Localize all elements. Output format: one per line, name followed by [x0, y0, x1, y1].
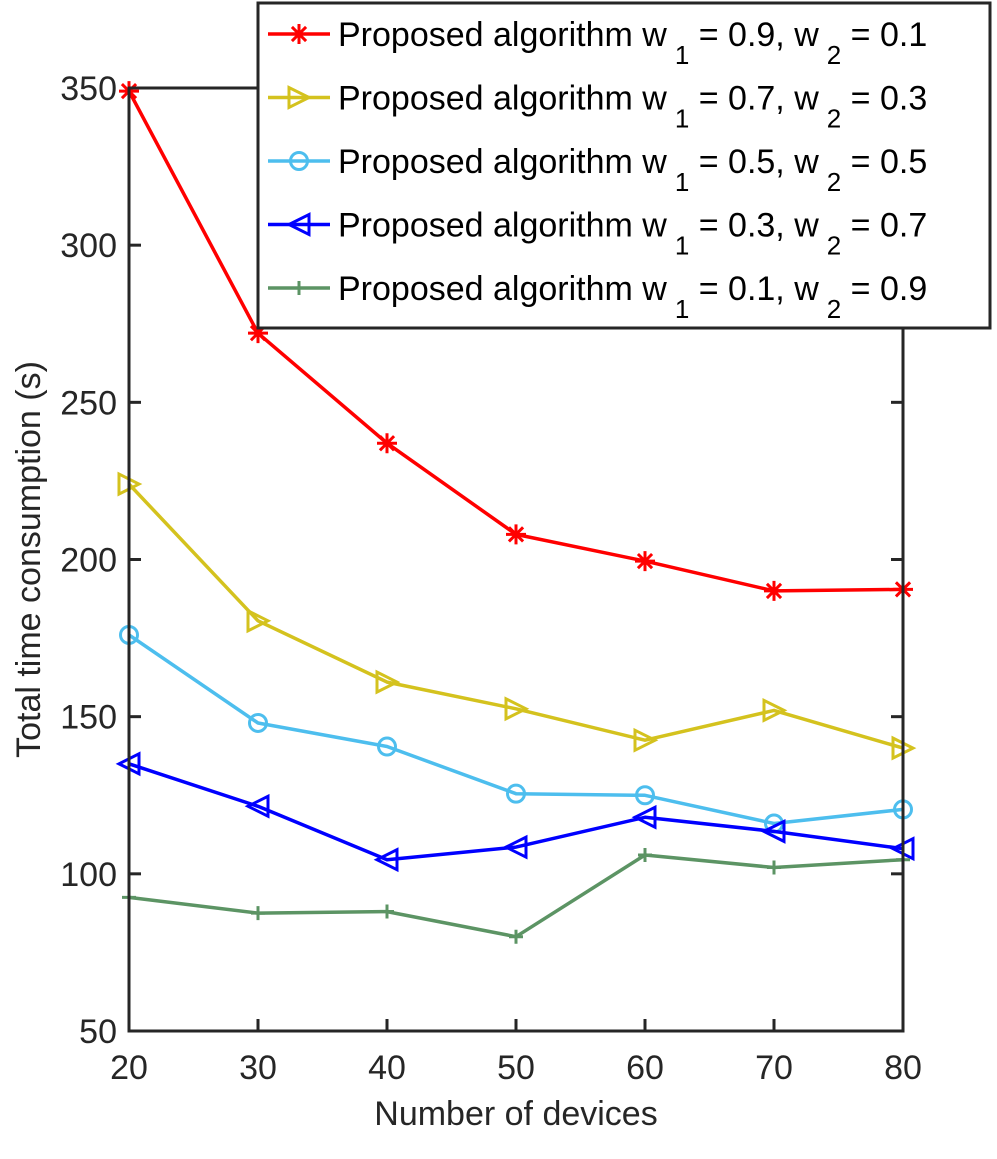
series-5-point-2 [251, 906, 265, 921]
series-4-line [128, 762, 904, 862]
legend-item-2: Proposed algorithm w1 = 0.7, w2 = 0.3 [268, 80, 927, 134]
series-4-point-4 [502, 834, 528, 860]
legend-label: Proposed algorithm w1 = 0.1, w2 = 0.9 [338, 270, 927, 324]
series-3-point-3 [377, 736, 397, 757]
series-1-point-3 [377, 433, 397, 454]
series-2-point-3 [375, 669, 401, 695]
legend: Proposed algorithm w1 = 0.9, w2 = 0.1 Pro… [256, 1, 992, 330]
series-2-point-5 [633, 727, 659, 753]
legend-item-1: Proposed algorithm w1 = 0.9, w2 = 0.1 [268, 16, 927, 70]
y-tick-label: 250 [60, 384, 117, 422]
series-4-point-5 [631, 804, 657, 830]
series-4-point-3 [373, 847, 399, 873]
legend-item-5: Proposed algorithm w1 = 0.1, w2 = 0.9 [268, 270, 927, 324]
y-tick-label: 200 [60, 542, 117, 580]
series-4-point-2 [244, 793, 270, 819]
x-tick-label: 70 [755, 1049, 793, 1087]
x-tick-label: 50 [497, 1049, 535, 1087]
legend-item-4: Proposed algorithm w1 = 0.3, w2 = 0.7 [268, 207, 927, 261]
series-3-point-4 [506, 783, 526, 804]
series-layer [115, 81, 917, 944]
legend-swatch-marker [289, 151, 309, 171]
series-2-point-6 [762, 697, 788, 723]
x-tick-label: 60 [626, 1049, 664, 1087]
series-5-point-3 [380, 904, 394, 919]
series-1-point-2 [248, 323, 268, 344]
series-2-point-4 [504, 696, 530, 722]
legend-swatch-marker [285, 212, 311, 237]
x-axis-label: Number of devices [374, 1095, 657, 1133]
series-4-point-6 [760, 818, 786, 844]
x-tick-label: 30 [239, 1049, 277, 1087]
series-1-point-6 [764, 580, 784, 601]
x-tick-label: 20 [110, 1049, 148, 1087]
series-5-point-5 [638, 847, 652, 862]
legend-label: Proposed algorithm w1 = 0.7, w2 = 0.3 [338, 80, 927, 134]
series-1-point-4 [506, 524, 526, 545]
y-tick-label: 50 [79, 1013, 117, 1051]
series-1-point-5 [635, 551, 655, 572]
ticks-layer: 20 30 40 50 60 70 80 50 100 150 200 250 300 350 [60, 70, 922, 1087]
y-tick-label: 350 [60, 70, 117, 108]
y-axis-label: Total time consumption (s) [10, 361, 48, 758]
y-tick-label: 300 [60, 227, 117, 265]
legend-label: Proposed algorithm w1 = 0.3, w2 = 0.7 [338, 207, 927, 261]
series-3-line [128, 633, 904, 826]
legend-swatch-marker [289, 24, 309, 44]
legend-label: Proposed algorithm w1 = 0.5, w2 = 0.5 [338, 143, 927, 197]
y-tick-label: 150 [60, 699, 117, 737]
legend-item-3: Proposed algorithm w1 = 0.5, w2 = 0.5 [268, 143, 927, 197]
series-3-point-2 [248, 712, 268, 733]
series-2-line [127, 482, 904, 750]
series-5-point-4 [509, 929, 523, 944]
series-5-point-6 [767, 860, 781, 875]
x-tick-label: 40 [368, 1049, 406, 1087]
x-tick-label: 80 [884, 1049, 922, 1087]
series-1 [119, 81, 913, 601]
y-tick-label: 100 [60, 856, 117, 894]
legend-box [256, 1, 992, 330]
legend-swatch-marker [292, 281, 306, 295]
series-2-point-2 [246, 608, 272, 634]
series-3-point-5 [635, 785, 655, 806]
legend-swatch-marker [287, 85, 313, 110]
legend-label: Proposed algorithm w1 = 0.9, w2 = 0.1 [338, 16, 927, 70]
